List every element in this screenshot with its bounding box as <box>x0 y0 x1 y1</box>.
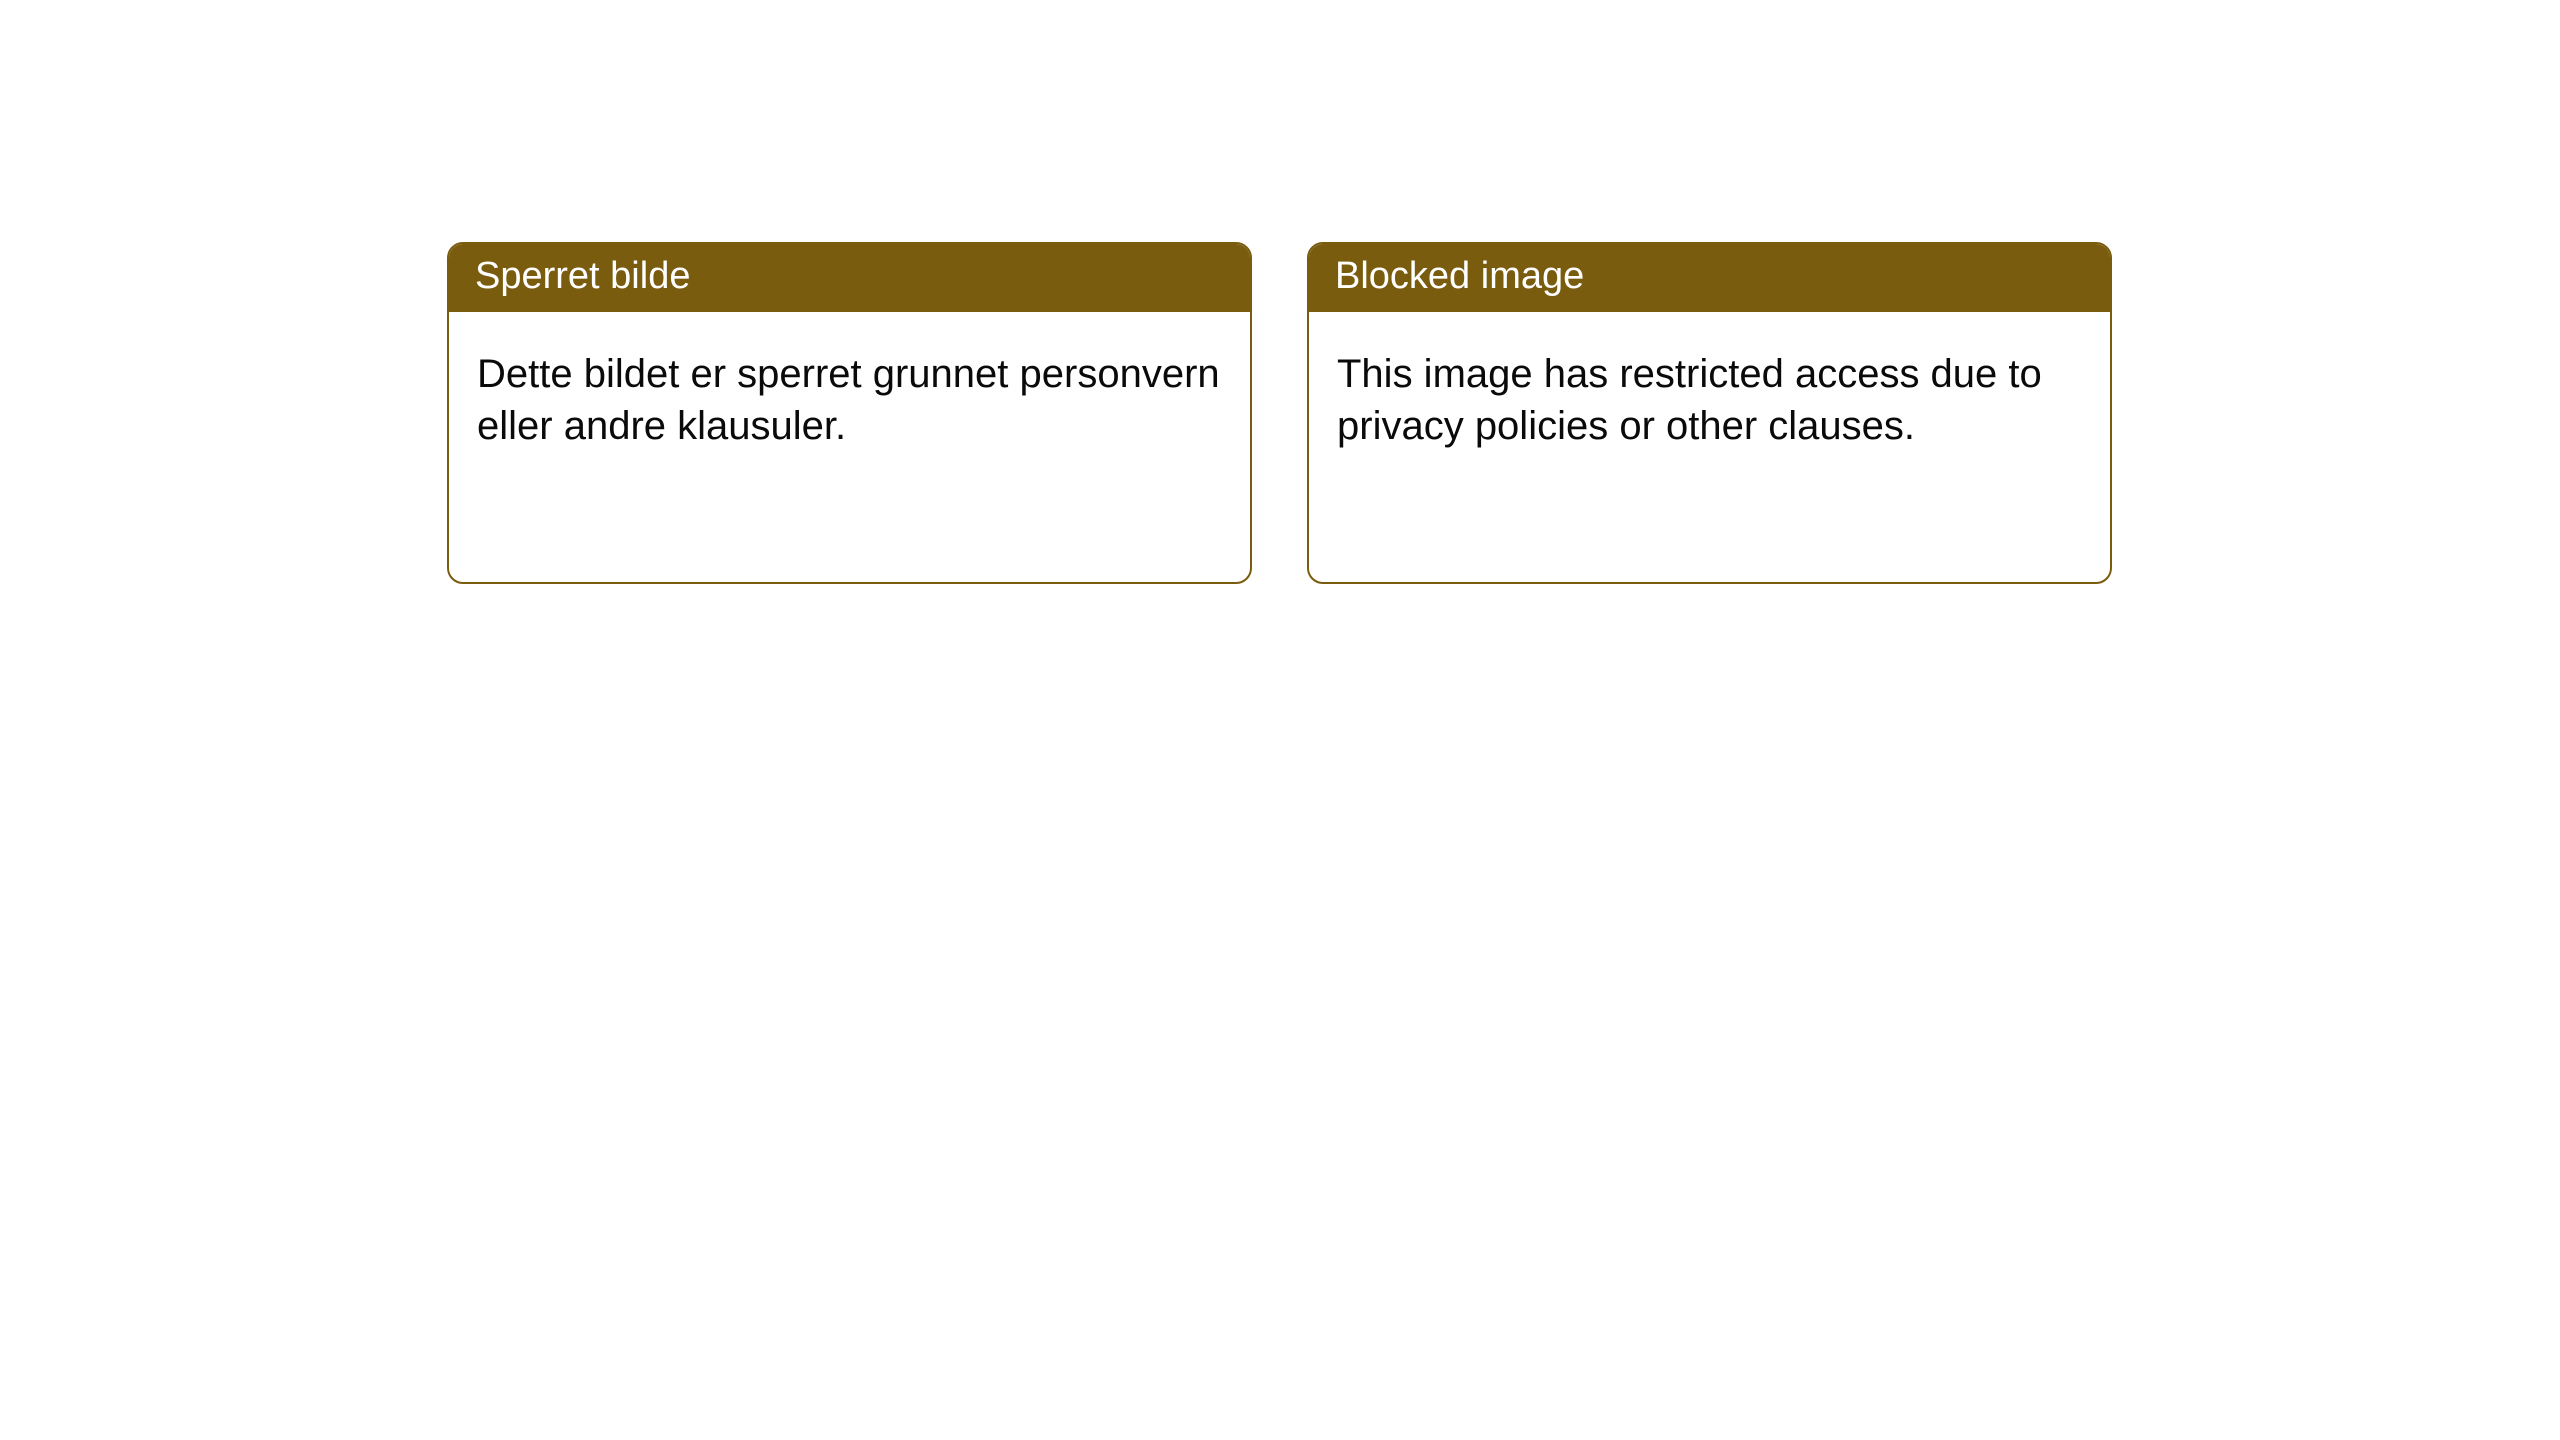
notice-card-body: Dette bildet er sperret grunnet personve… <box>449 312 1250 582</box>
notice-body-text: Dette bildet er sperret grunnet personve… <box>477 352 1220 448</box>
notice-card-en: Blocked image This image has restricted … <box>1307 242 2112 584</box>
notice-card-header: Blocked image <box>1309 244 2110 312</box>
notice-card-no: Sperret bilde Dette bildet er sperret gr… <box>447 242 1252 584</box>
notice-card-header: Sperret bilde <box>449 244 1250 312</box>
notice-title: Sperret bilde <box>475 255 690 297</box>
notice-card-body: This image has restricted access due to … <box>1309 312 2110 582</box>
notice-title: Blocked image <box>1335 255 1584 297</box>
notice-container: Sperret bilde Dette bildet er sperret gr… <box>0 0 2560 584</box>
notice-body-text: This image has restricted access due to … <box>1337 352 2042 448</box>
